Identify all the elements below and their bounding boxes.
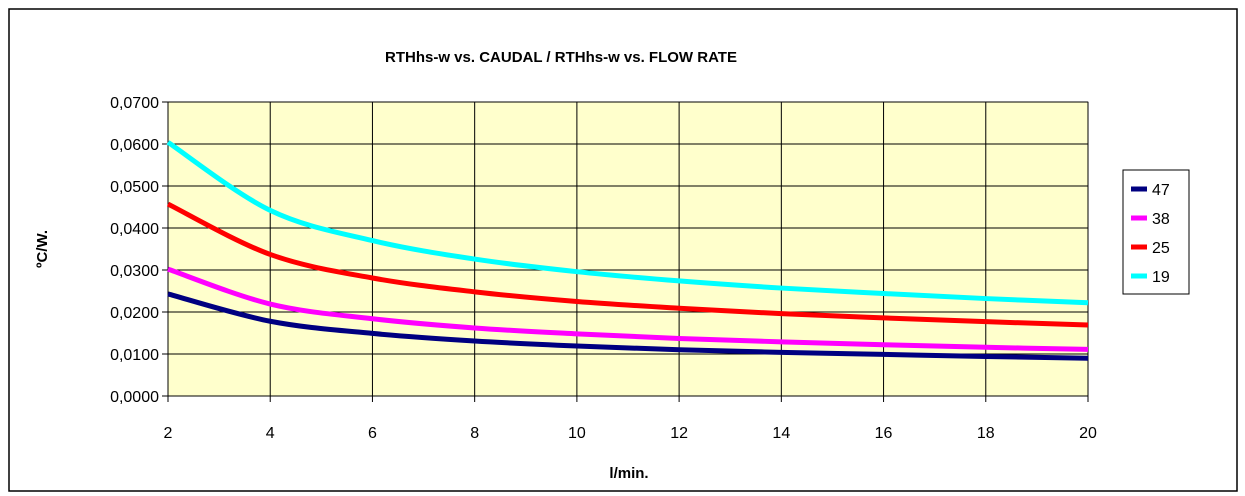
- legend-label-19: 19: [1152, 269, 1170, 286]
- x-tick-label: 12: [670, 425, 688, 442]
- series-line-47: [167, 291, 1089, 361]
- x-axis-title: l/min.: [609, 465, 648, 482]
- x-tick-label: 10: [568, 425, 586, 442]
- legend-label-47: 47: [1152, 182, 1170, 199]
- legend-label-38: 38: [1152, 211, 1170, 228]
- series-line-25: [166, 201, 1089, 328]
- y-tick-label: 0,0300: [110, 263, 159, 280]
- x-tick-label: 18: [977, 425, 995, 442]
- plot-area: [167, 101, 1089, 397]
- x-tick-label: 2: [164, 425, 173, 442]
- x-tick-label: 6: [368, 425, 377, 442]
- y-tick-label: 0,0600: [110, 137, 159, 154]
- y-tick-label: 0,0700: [110, 95, 159, 112]
- series-line-19: [166, 140, 1089, 306]
- chart-title: RTHhs-w vs. CAUDAL / RTHhs-w vs. FLOW RA…: [385, 49, 737, 66]
- y-tick-label: 0,0500: [110, 179, 159, 196]
- legend-label-25: 25: [1152, 240, 1170, 257]
- legend: 47 38 25 19: [1122, 169, 1190, 295]
- series-line-38: [167, 266, 1089, 352]
- x-tick-label: 14: [772, 425, 790, 442]
- y-tick-label: 0,0400: [110, 221, 159, 238]
- y-tick-label: 0,0200: [110, 305, 159, 322]
- y-axis-title: ºC/W.: [34, 230, 51, 268]
- x-tick-label: 4: [266, 425, 275, 442]
- y-tick-label: 0,0000: [110, 389, 159, 406]
- x-tick-label: 8: [470, 425, 479, 442]
- y-tick-label: 0,0100: [110, 347, 159, 364]
- x-tick-label: 16: [875, 425, 893, 442]
- x-tick-label: 20: [1079, 425, 1097, 442]
